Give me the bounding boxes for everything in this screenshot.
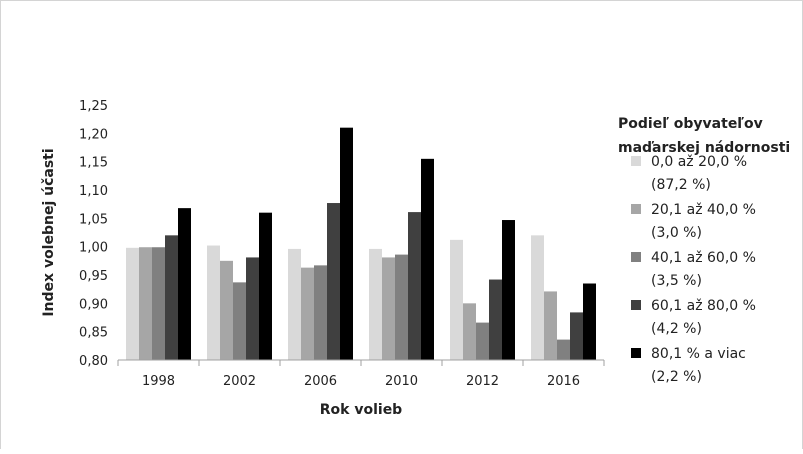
bar-2010-series-5 (421, 158, 434, 360)
legend-swatch-4 (631, 300, 641, 310)
x-tick-label: 2002 (223, 374, 256, 389)
x-tick-label: 1998 (142, 374, 175, 389)
legend-label-5: 80,1 % a viac (651, 346, 746, 362)
x-tick-label: 2016 (547, 374, 580, 389)
y-tick-label: 1,20 (79, 127, 108, 142)
bar-2010-series-3 (395, 254, 408, 360)
legend-swatch-1 (631, 156, 641, 166)
y-tick-label: 0,90 (79, 297, 108, 312)
bar-2002-series-1 (207, 245, 220, 360)
bar-2002-series-2 (220, 260, 233, 360)
bars-group (126, 127, 596, 361)
bar-2016-series-4 (570, 312, 583, 360)
bar-2006-series-4 (327, 203, 340, 360)
y-tick-label: 1,10 (79, 184, 108, 199)
bar-2006-series-5 (340, 127, 353, 361)
bar-2016-series-1 (531, 235, 544, 360)
legend-note-5: (2,2 %) (651, 369, 702, 385)
x-axis-title: Rok volieb (320, 402, 402, 418)
y-axis-ticks: 0,80 0,85 0,90 0,95 1,00 1,05 1,10 1,15 1,20 1,25 (79, 99, 108, 369)
bar-2012-series-5 (502, 220, 515, 360)
bar-2002-series-4 (246, 257, 259, 360)
y-tick-label: 0,80 (79, 354, 108, 369)
bar-2012-series-4 (489, 279, 502, 360)
bar-2016-series-3 (557, 339, 570, 360)
legend-label-4: 60,1 až 80,0 % (651, 298, 756, 314)
bar-2012-series-2 (463, 303, 476, 360)
legend-note-1: (87,2 %) (651, 177, 711, 193)
bar-2006-series-3 (314, 265, 327, 360)
bar-1998-series-4 (165, 235, 178, 360)
bar-2016-series-2 (544, 291, 557, 360)
legend-title-line-2: maďarskej nádornosti (618, 140, 790, 156)
bar-1998-series-1 (126, 247, 139, 360)
bar-2010-series-2 (382, 257, 395, 360)
legend-swatch-5 (631, 348, 641, 358)
x-tick-label: 2010 (385, 374, 418, 389)
bar-2006-series-2 (301, 267, 314, 360)
bar-1998-series-2 (139, 247, 152, 360)
legend-note-2: (3,0 %) (651, 225, 702, 241)
y-tick-label: 1,25 (79, 99, 108, 114)
legend-title-line-1: Podieľ obyvateľov (618, 116, 763, 132)
legend-note-4: (4,2 %) (651, 321, 702, 337)
legend-swatch-2 (631, 204, 641, 214)
bar-1998-series-5 (178, 208, 191, 360)
bar-2010-series-1 (369, 248, 382, 360)
legend-label-1: 0,0 až 20,0 % (651, 154, 747, 170)
legend-label-3: 40,1 až 60,0 % (651, 250, 756, 266)
bar-2012-series-1 (450, 239, 463, 360)
bar-2002-series-3 (233, 282, 246, 360)
y-tick-label: 0,95 (79, 269, 108, 284)
x-axis-ticks: 1998 2002 2006 2010 2012 2016 (117, 360, 605, 389)
bar-2006-series-1 (288, 248, 301, 360)
y-axis-title: Index volebnej účasti (41, 148, 57, 316)
legend-note-3: (3,5 %) (651, 273, 702, 289)
x-tick-label: 2012 (466, 374, 499, 389)
y-tick-label: 1,00 (79, 241, 108, 256)
legend: Podieľ obyvateľov maďarskej nádornosti 0… (618, 116, 790, 385)
y-tick-label: 1,05 (79, 212, 108, 227)
y-tick-label: 0,85 (79, 326, 108, 341)
x-tick-label: 2006 (304, 374, 337, 389)
legend-label-2: 20,1 až 40,0 % (651, 202, 756, 218)
y-tick-label: 1,15 (79, 156, 108, 171)
bar-2002-series-5 (259, 212, 272, 360)
bar-2010-series-4 (408, 212, 421, 360)
bar-2016-series-5 (583, 283, 596, 360)
legend-swatch-3 (631, 252, 641, 262)
bar-2012-series-3 (476, 322, 489, 360)
bar-1998-series-3 (152, 247, 165, 360)
